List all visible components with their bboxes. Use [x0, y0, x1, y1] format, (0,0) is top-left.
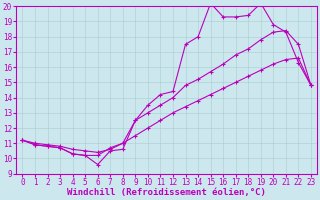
X-axis label: Windchill (Refroidissement éolien,°C): Windchill (Refroidissement éolien,°C) — [67, 188, 266, 197]
